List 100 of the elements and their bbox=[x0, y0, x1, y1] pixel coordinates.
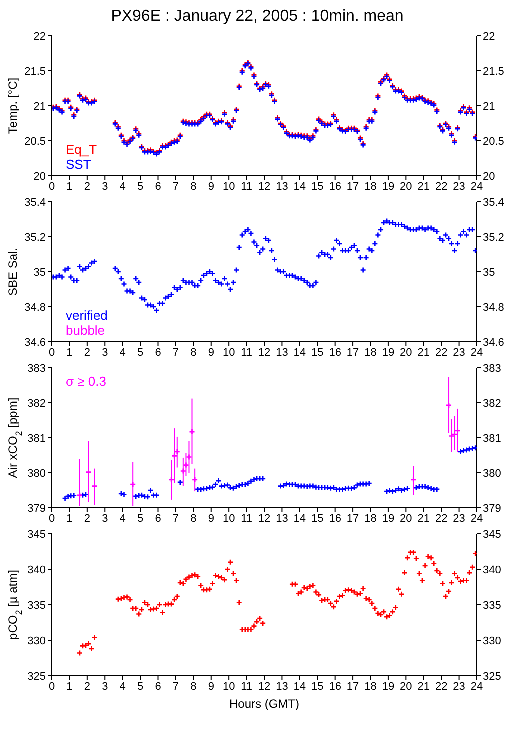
x-tick-label: 4 bbox=[120, 680, 126, 693]
x-tick-label: 2 bbox=[84, 680, 90, 693]
x-tick-label: 24 bbox=[470, 180, 484, 193]
y2-tick-label: 22 bbox=[483, 30, 496, 43]
y-tick-label: 345 bbox=[28, 528, 46, 541]
point bbox=[92, 483, 98, 490]
x-tick-label: 6 bbox=[155, 180, 162, 193]
x-tick-label: 4 bbox=[120, 180, 126, 193]
x-tick-label: 18 bbox=[364, 680, 377, 693]
y2-tick-label: 383 bbox=[483, 362, 502, 375]
y2-tick-label: 345 bbox=[483, 528, 502, 541]
y2-tick-label: 379 bbox=[483, 502, 502, 515]
x-tick-label: 21 bbox=[418, 680, 430, 693]
x-tick-label: 14 bbox=[294, 512, 306, 525]
x-tick-label: 10 bbox=[222, 346, 236, 359]
x-tick-label: 15 bbox=[312, 680, 324, 693]
x-tick-label: 16 bbox=[329, 680, 342, 693]
x-tick-label: 9 bbox=[208, 346, 214, 359]
x-tick-label: 9 bbox=[208, 680, 214, 693]
x-tick-label: 12 bbox=[258, 512, 271, 525]
x-tick-label: 0 bbox=[48, 512, 56, 525]
point bbox=[180, 468, 187, 474]
text: σ ≥ 0.3 bbox=[66, 374, 106, 389]
x-tick-label: 7 bbox=[172, 680, 180, 693]
y2-tick-label: 380 bbox=[483, 468, 502, 480]
x-tick-label: 4 bbox=[120, 346, 126, 359]
y-tick-label: 20.5 bbox=[24, 136, 46, 148]
x-tick-label: 0 bbox=[48, 680, 56, 693]
x-tick-label: 1 bbox=[66, 346, 73, 359]
x-tick-label: 18 bbox=[364, 346, 377, 359]
x-tick-label: 3 bbox=[102, 180, 108, 193]
y-tick-label: 379 bbox=[28, 502, 46, 515]
x-tick-label: 8 bbox=[190, 680, 197, 693]
point bbox=[174, 448, 181, 456]
x-tick-label: 15 bbox=[312, 180, 324, 193]
y2-tick-label: 20.5 bbox=[483, 136, 504, 148]
x-tick-label: 9 bbox=[208, 180, 214, 193]
y-tick-label: 330 bbox=[28, 635, 46, 648]
y-tick-label: 340 bbox=[28, 564, 46, 576]
x-tick-label: 24 bbox=[470, 512, 484, 525]
x-tick-label: 10 bbox=[222, 680, 236, 693]
y2-tick-label: 21 bbox=[483, 100, 496, 113]
x-tick-label: 7 bbox=[172, 180, 180, 193]
x-tick-label: 14 bbox=[294, 346, 306, 359]
y-axis-title: SBE Sal. bbox=[6, 248, 20, 296]
y2-tick-label: 34.6 bbox=[483, 336, 504, 349]
x-tick-label: 9 bbox=[208, 512, 214, 525]
y2-tick-label: 335 bbox=[483, 600, 502, 612]
x-tick-label: 12 bbox=[258, 180, 271, 193]
x-tick-label: 16 bbox=[329, 346, 342, 359]
point bbox=[76, 492, 84, 499]
x-tick-label: 7 bbox=[172, 346, 180, 359]
y2-tick-label: 35 bbox=[483, 266, 496, 279]
chart-title: PX96E : January 22, 2005 : 10min. mean bbox=[110, 8, 405, 27]
series-label: verified bbox=[66, 308, 108, 323]
y-tick-label: 335 bbox=[28, 600, 46, 612]
x-tick-label: 16 bbox=[329, 180, 342, 193]
y2-tick-label: 20 bbox=[483, 170, 496, 183]
x-tick-label: 20 bbox=[400, 512, 412, 525]
y-axis-title: Temp. [°C] bbox=[6, 78, 20, 134]
x-tick-label: 16 bbox=[329, 512, 342, 525]
x-tick-label: 22 bbox=[435, 346, 448, 359]
x-tick-label: 14 bbox=[294, 180, 306, 193]
x-tick-label: 18 bbox=[364, 512, 377, 525]
x-tick-label: 21 bbox=[418, 180, 430, 193]
x-tick-label: 10 bbox=[222, 512, 236, 525]
x-tick-label: 11 bbox=[241, 180, 253, 193]
text: SST bbox=[66, 157, 92, 172]
x-tick-label: 3 bbox=[102, 680, 108, 693]
point bbox=[410, 476, 417, 484]
x-tick-label: 20 bbox=[400, 346, 412, 359]
x-tick-label: 14 bbox=[294, 680, 306, 693]
x-tick-label: 11 bbox=[241, 346, 253, 359]
x-tick-label: 23 bbox=[453, 346, 466, 359]
point bbox=[452, 431, 458, 438]
y-tick-label: 381 bbox=[28, 432, 46, 445]
x-tick-label: 2 bbox=[84, 512, 90, 525]
y-tick-label: 21 bbox=[34, 100, 46, 113]
y-tick-label: 382 bbox=[28, 398, 46, 410]
x-tick-label: 5 bbox=[137, 512, 144, 525]
x-tick-label: 0 bbox=[48, 346, 56, 359]
x-tick-label: 24 bbox=[470, 680, 484, 693]
x-tick-label: 20 bbox=[400, 680, 412, 693]
x-tick-label: 6 bbox=[155, 512, 162, 525]
x-tick-label: 1 bbox=[66, 180, 73, 193]
x-tick-label: 8 bbox=[190, 346, 197, 359]
x-tick-label: 15 bbox=[312, 346, 324, 359]
x-tick-label: 19 bbox=[382, 180, 395, 193]
y2-tick-label: 325 bbox=[483, 670, 502, 683]
y-tick-label: 380 bbox=[28, 468, 46, 480]
x-tick-label: 17 bbox=[346, 512, 360, 525]
x-tick-label: 17 bbox=[346, 346, 360, 359]
y-tick-label: 34.8 bbox=[24, 302, 46, 314]
y2-tick-label: 34.8 bbox=[483, 302, 504, 314]
x-tick-label: 11 bbox=[241, 680, 253, 693]
y2-tick-label: 381 bbox=[483, 432, 502, 445]
x-tick-label: 12 bbox=[258, 346, 271, 359]
x-tick-label: 13 bbox=[276, 346, 288, 359]
y-tick-label: 21.5 bbox=[24, 66, 46, 78]
point bbox=[130, 481, 136, 488]
